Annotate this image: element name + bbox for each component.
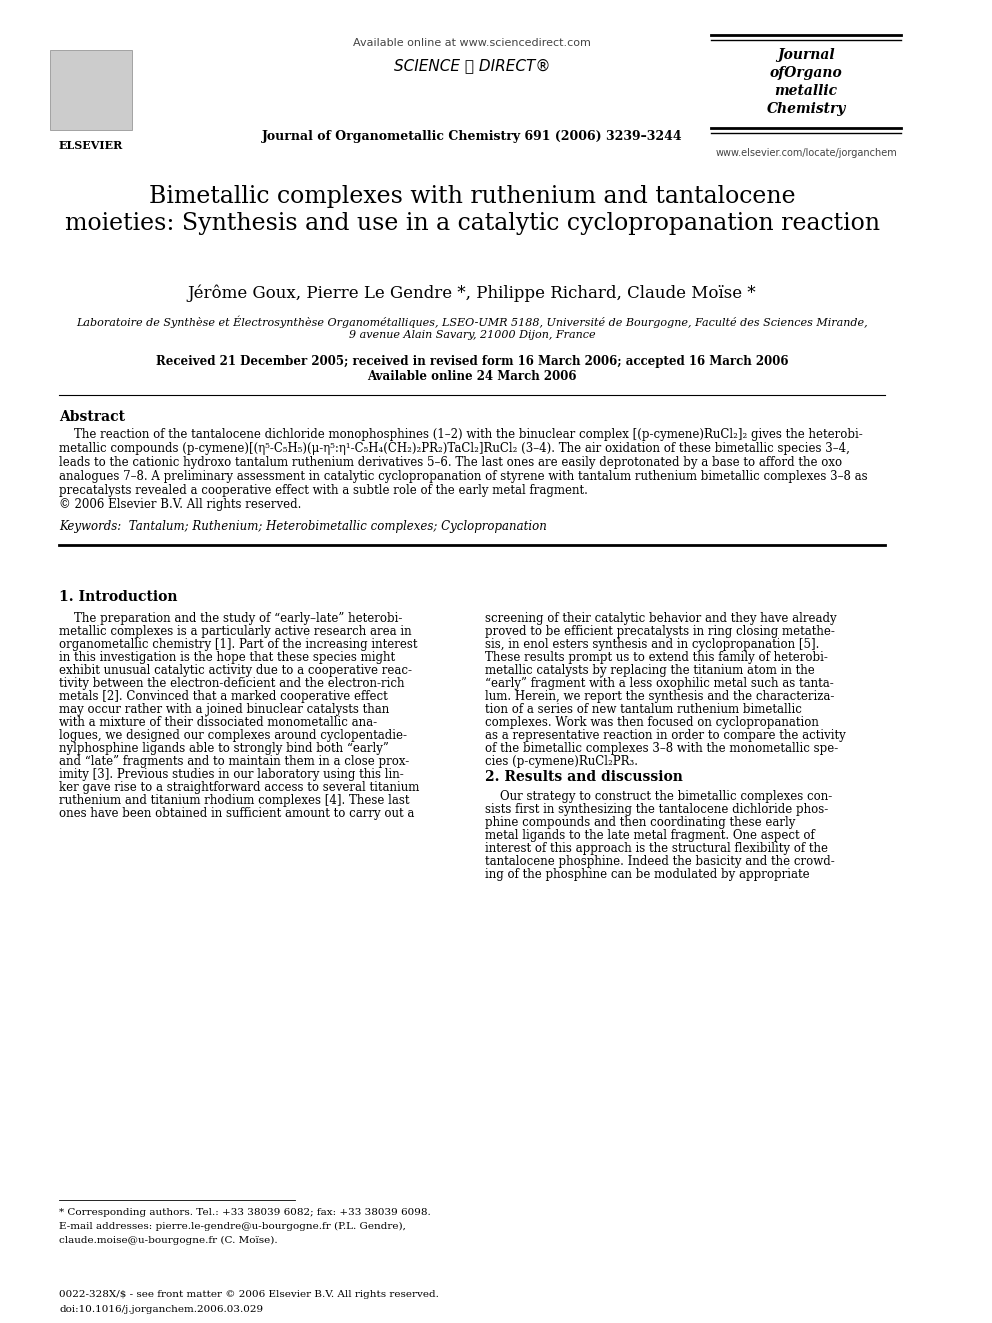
Text: ing of the phosphine can be modulated by appropriate: ing of the phosphine can be modulated by… (485, 868, 809, 881)
Text: metal ligands to the late metal fragment. One aspect of: metal ligands to the late metal fragment… (485, 830, 814, 841)
Text: 9 avenue Alain Savary, 21000 Dijon, France: 9 avenue Alain Savary, 21000 Dijon, Fran… (349, 329, 595, 340)
Text: metallic complexes is a particularly active research area in: metallic complexes is a particularly act… (60, 624, 412, 638)
Text: tivity between the electron-deficient and the electron-rich: tivity between the electron-deficient an… (60, 677, 405, 691)
Text: in this investigation is the hope that these species might: in this investigation is the hope that t… (60, 651, 396, 664)
Text: Abstract: Abstract (60, 410, 125, 423)
Text: metals [2]. Convinced that a marked cooperative effect: metals [2]. Convinced that a marked coop… (60, 691, 388, 703)
Text: as a representative reaction in order to compare the activity: as a representative reaction in order to… (485, 729, 845, 742)
Text: doi:10.1016/j.jorganchem.2006.03.029: doi:10.1016/j.jorganchem.2006.03.029 (60, 1304, 264, 1314)
Text: 1. Introduction: 1. Introduction (60, 590, 178, 605)
Text: ruthenium and titanium rhodium complexes [4]. These last: ruthenium and titanium rhodium complexes… (60, 794, 410, 807)
Text: tantalocene phosphine. Indeed the basicity and the crowd-: tantalocene phosphine. Indeed the basici… (485, 855, 834, 868)
Text: with a mixture of their dissociated monometallic ana-: with a mixture of their dissociated mono… (60, 716, 377, 729)
Text: Bimetallic complexes with ruthenium and tantalocene
moieties: Synthesis and use : Bimetallic complexes with ruthenium and … (64, 185, 880, 234)
Text: ones have been obtained in sufficient amount to carry out a: ones have been obtained in sufficient am… (60, 807, 415, 820)
Text: nylphosphine ligands able to strongly bind both “early”: nylphosphine ligands able to strongly bi… (60, 742, 389, 755)
Text: Chemistry: Chemistry (767, 102, 846, 116)
Text: organometallic chemistry [1]. Part of the increasing interest: organometallic chemistry [1]. Part of th… (60, 638, 418, 651)
Text: complexes. Work was then focused on cyclopropanation: complexes. Work was then focused on cycl… (485, 716, 818, 729)
Text: sis, in enol esters synthesis and in cyclopropanation [5].: sis, in enol esters synthesis and in cyc… (485, 638, 819, 651)
Text: tion of a series of new tantalum ruthenium bimetallic: tion of a series of new tantalum rutheni… (485, 703, 802, 716)
Text: proved to be efficient precatalysts in ring closing metathe-: proved to be efficient precatalysts in r… (485, 624, 834, 638)
Text: leads to the cationic hydroxo tantalum ruthenium derivatives 5–6. The last ones : leads to the cationic hydroxo tantalum r… (60, 456, 842, 468)
Text: metallic: metallic (775, 83, 838, 98)
Text: Received 21 December 2005; received in revised form 16 March 2006; accepted 16 M: Received 21 December 2005; received in r… (156, 355, 789, 368)
Text: Keywords:  Tantalum; Ruthenium; Heterobimetallic complexes; Cyclopropanation: Keywords: Tantalum; Ruthenium; Heterobim… (60, 520, 548, 533)
Text: precatalysts revealed a cooperative effect with a subtle role of the early metal: precatalysts revealed a cooperative effe… (60, 484, 588, 497)
FancyBboxPatch shape (51, 50, 132, 130)
Text: ker gave rise to a straightforward access to several titanium: ker gave rise to a straightforward acces… (60, 781, 420, 794)
Text: Jérôme Goux, Pierre Le Gendre *, Philippe Richard, Claude Moïse *: Jérôme Goux, Pierre Le Gendre *, Philipp… (187, 284, 757, 303)
Text: * Corresponding authors. Tel.: +33 38039 6082; fax: +33 38039 6098.: * Corresponding authors. Tel.: +33 38039… (60, 1208, 432, 1217)
Text: claude.moise@u-bourgogne.fr (C. Moïse).: claude.moise@u-bourgogne.fr (C. Moïse). (60, 1236, 278, 1245)
Text: ofOrgano: ofOrgano (770, 66, 842, 79)
Text: lum. Herein, we report the synthesis and the characteriza-: lum. Herein, we report the synthesis and… (485, 691, 834, 703)
Text: Journal of Organometallic Chemistry 691 (2006) 3239–3244: Journal of Organometallic Chemistry 691 … (262, 130, 682, 143)
Text: “early” fragment with a less oxophilic metal such as tanta-: “early” fragment with a less oxophilic m… (485, 677, 833, 691)
Text: may occur rather with a joined binuclear catalysts than: may occur rather with a joined binuclear… (60, 703, 390, 716)
Text: Available online 24 March 2006: Available online 24 March 2006 (367, 370, 577, 382)
Text: Laboratoire de Synthèse et Électrosynthèse Organométalliques, LSEO-UMR 5188, Uni: Laboratoire de Synthèse et Électrosynthè… (76, 315, 868, 328)
Text: logues, we designed our complexes around cyclopentadie-: logues, we designed our complexes around… (60, 729, 408, 742)
Text: The reaction of the tantalocene dichloride monophosphines (1–2) with the binucle: The reaction of the tantalocene dichlori… (60, 429, 863, 441)
Text: 0022-328X/$ - see front matter © 2006 Elsevier B.V. All rights reserved.: 0022-328X/$ - see front matter © 2006 El… (60, 1290, 439, 1299)
Text: E-mail addresses: pierre.le-gendre@u-bourgogne.fr (P.L. Gendre),: E-mail addresses: pierre.le-gendre@u-bou… (60, 1222, 406, 1232)
Text: 2. Results and discussion: 2. Results and discussion (485, 770, 682, 785)
Text: The preparation and the study of “early–late” heterobi-: The preparation and the study of “early–… (60, 613, 403, 624)
Text: exhibit unusual catalytic activity due to a cooperative reac-: exhibit unusual catalytic activity due t… (60, 664, 413, 677)
Text: sists first in synthesizing the tantalocene dichloride phos-: sists first in synthesizing the tantaloc… (485, 803, 828, 816)
Text: analogues 7–8. A preliminary assessment in catalytic cyclopropanation of styrene: analogues 7–8. A preliminary assessment … (60, 470, 868, 483)
Text: of the bimetallic complexes 3–8 with the monometallic spe-: of the bimetallic complexes 3–8 with the… (485, 742, 838, 755)
Text: www.elsevier.com/locate/jorganchem: www.elsevier.com/locate/jorganchem (715, 148, 897, 157)
Text: Our strategy to construct the bimetallic complexes con-: Our strategy to construct the bimetallic… (485, 790, 832, 803)
Text: SCIENCE ⓐ DIRECT®: SCIENCE ⓐ DIRECT® (394, 58, 551, 73)
Text: phine compounds and then coordinating these early: phine compounds and then coordinating th… (485, 816, 796, 830)
Text: imity [3]. Previous studies in our laboratory using this lin-: imity [3]. Previous studies in our labor… (60, 767, 404, 781)
Text: cies (p-cymene)RuCl₂PR₃.: cies (p-cymene)RuCl₂PR₃. (485, 755, 638, 767)
Text: metallic compounds (p-cymene)[(η⁵-C₅H₅)(μ-η⁵:η¹-C₅H₄(CH₂)₂PR₂)TaCl₂]RuCl₂ (3–4).: metallic compounds (p-cymene)[(η⁵-C₅H₅)(… (60, 442, 850, 455)
Text: metallic catalysts by replacing the titanium atom in the: metallic catalysts by replacing the tita… (485, 664, 814, 677)
Text: These results prompt us to extend this family of heterobi-: These results prompt us to extend this f… (485, 651, 827, 664)
Text: interest of this approach is the structural flexibility of the: interest of this approach is the structu… (485, 841, 827, 855)
Text: Available online at www.sciencedirect.com: Available online at www.sciencedirect.co… (353, 38, 591, 48)
Text: ELSEVIER: ELSEVIER (59, 140, 123, 151)
Text: screening of their catalytic behavior and they have already: screening of their catalytic behavior an… (485, 613, 836, 624)
Text: and “late” fragments and to maintain them in a close prox-: and “late” fragments and to maintain the… (60, 755, 410, 767)
Text: © 2006 Elsevier B.V. All rights reserved.: © 2006 Elsevier B.V. All rights reserved… (60, 497, 302, 511)
Text: Journal: Journal (778, 48, 835, 62)
